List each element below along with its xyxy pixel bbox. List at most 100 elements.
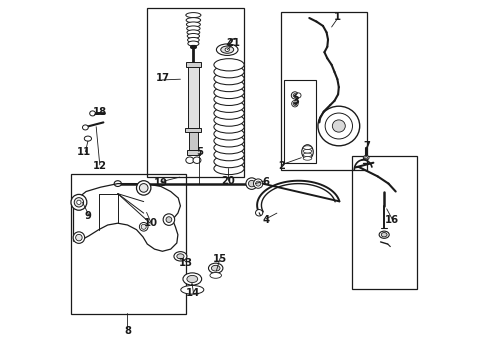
Ellipse shape [186, 275, 197, 283]
Ellipse shape [177, 254, 183, 259]
Ellipse shape [213, 121, 244, 133]
Ellipse shape [82, 125, 88, 130]
Bar [188, 130, 198, 151]
Ellipse shape [255, 181, 260, 186]
Ellipse shape [183, 273, 201, 285]
Text: 21: 21 [225, 38, 240, 48]
Ellipse shape [303, 153, 311, 157]
Text: 4: 4 [262, 215, 269, 225]
Ellipse shape [291, 100, 298, 107]
Bar [185, 128, 201, 132]
Bar [284, 80, 316, 163]
Text: 14: 14 [186, 288, 200, 298]
Ellipse shape [139, 222, 148, 231]
Ellipse shape [163, 214, 174, 225]
Text: 15: 15 [212, 254, 226, 264]
Text: 20: 20 [221, 176, 235, 186]
Ellipse shape [141, 224, 146, 229]
Ellipse shape [325, 113, 352, 139]
Ellipse shape [185, 13, 201, 18]
Ellipse shape [209, 273, 221, 278]
Bar [186, 62, 200, 67]
Ellipse shape [213, 141, 244, 154]
Ellipse shape [213, 80, 244, 92]
Ellipse shape [253, 179, 263, 188]
Text: 10: 10 [143, 218, 158, 228]
Bar [280, 12, 366, 170]
Ellipse shape [301, 145, 313, 159]
Ellipse shape [84, 136, 91, 141]
Ellipse shape [77, 200, 81, 204]
Ellipse shape [213, 156, 244, 168]
Text: 8: 8 [124, 326, 131, 336]
Ellipse shape [186, 18, 200, 23]
Ellipse shape [74, 198, 83, 207]
Ellipse shape [303, 149, 311, 153]
Ellipse shape [248, 180, 254, 187]
Ellipse shape [89, 111, 95, 116]
Text: 11: 11 [77, 147, 91, 157]
Ellipse shape [292, 94, 296, 97]
Text: 9: 9 [84, 211, 91, 221]
Ellipse shape [291, 92, 298, 99]
Ellipse shape [303, 157, 311, 160]
Ellipse shape [213, 86, 244, 99]
Ellipse shape [71, 194, 87, 210]
Ellipse shape [76, 234, 82, 241]
Text: 3: 3 [291, 96, 298, 106]
Ellipse shape [317, 106, 359, 146]
Bar [186, 150, 200, 155]
Ellipse shape [381, 233, 386, 237]
Ellipse shape [186, 22, 200, 27]
Text: 17: 17 [155, 73, 169, 84]
Ellipse shape [114, 181, 121, 186]
Ellipse shape [213, 162, 244, 175]
Ellipse shape [213, 135, 244, 147]
Text: 12: 12 [93, 161, 106, 171]
Ellipse shape [213, 107, 244, 119]
Ellipse shape [186, 26, 200, 31]
Ellipse shape [364, 157, 367, 159]
Ellipse shape [185, 157, 193, 163]
Ellipse shape [213, 59, 244, 71]
Ellipse shape [211, 265, 220, 271]
Bar [187, 65, 199, 130]
Text: 1: 1 [333, 12, 340, 22]
Ellipse shape [208, 263, 223, 273]
Ellipse shape [186, 30, 200, 35]
Ellipse shape [213, 114, 244, 126]
Ellipse shape [213, 128, 244, 140]
Text: 2: 2 [277, 161, 284, 171]
Ellipse shape [187, 37, 199, 42]
Text: 6: 6 [262, 177, 268, 187]
Text: 5: 5 [196, 147, 203, 157]
Ellipse shape [187, 33, 199, 39]
Ellipse shape [181, 285, 203, 294]
Ellipse shape [245, 178, 257, 189]
Ellipse shape [303, 146, 311, 149]
Ellipse shape [292, 102, 296, 105]
Ellipse shape [378, 231, 388, 238]
Text: 19: 19 [154, 178, 168, 188]
Bar [146, 8, 244, 177]
Ellipse shape [213, 93, 244, 105]
Ellipse shape [295, 93, 301, 98]
Ellipse shape [213, 72, 244, 85]
Ellipse shape [73, 232, 84, 243]
Ellipse shape [174, 252, 186, 261]
Ellipse shape [193, 157, 201, 163]
Ellipse shape [213, 66, 244, 78]
Ellipse shape [216, 44, 238, 55]
Bar [71, 174, 186, 314]
Text: 7: 7 [363, 141, 369, 151]
Bar [351, 156, 416, 289]
Ellipse shape [139, 184, 148, 192]
Ellipse shape [220, 46, 233, 53]
Text: 16: 16 [384, 215, 398, 225]
Ellipse shape [166, 217, 171, 222]
Ellipse shape [213, 100, 244, 112]
Text: 18: 18 [93, 107, 106, 117]
Ellipse shape [332, 120, 345, 132]
Ellipse shape [213, 149, 244, 161]
Ellipse shape [255, 210, 262, 216]
